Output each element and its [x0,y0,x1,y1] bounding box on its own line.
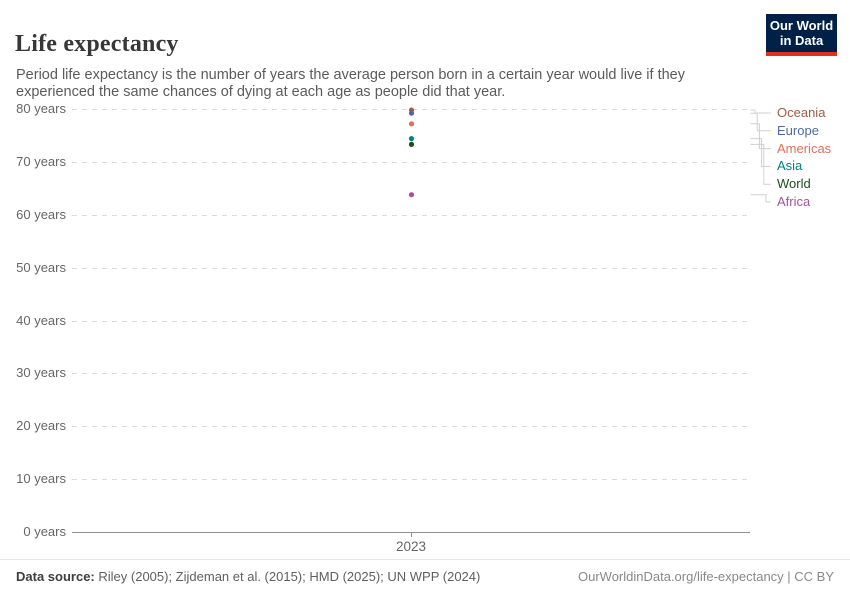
legend-item-world[interactable]: World [777,176,811,192]
legend-item-asia[interactable]: Asia [777,158,803,174]
owid-logo-line1: Our World [769,18,834,33]
data-point-africa[interactable] [408,192,415,198]
legend-connector-line [750,109,771,114]
data-source-label: Data source: [16,569,95,584]
y-tick-label: 40 years [16,312,66,328]
legend-item-europe[interactable]: Europe [777,122,819,138]
legend-connector-line [750,138,771,167]
gridline [72,267,750,269]
gridline [72,320,750,322]
chart-subtitle: Period life expectancy is the number of … [16,66,685,101]
y-tick-label: 0 years [23,524,66,539]
gridline [72,479,750,481]
legend-connector-line [750,112,771,132]
y-tick-label: 20 years [16,418,66,434]
y-tick-label: 80 years [16,101,66,116]
footer-divider [0,559,850,560]
legend-item-oceania[interactable]: Oceania [777,105,826,120]
gridline [72,161,750,163]
credit-link[interactable]: OurWorldinData.org/life-expectancy | CC … [577,569,834,584]
gridline [72,214,750,216]
data-point-asia[interactable] [408,136,415,142]
y-tick-label: 50 years [16,259,66,275]
data-source-note: Data source: Riley (2005); Zijdeman et a… [16,569,480,584]
legend-connector-line [750,123,771,150]
page-title: Life expectancy [15,31,179,58]
x-axis-label: 2023 [395,539,427,554]
y-tick-label: 60 years [16,206,66,222]
data-point-americas[interactable] [408,121,415,127]
owid-logo-line2: in Data [779,33,824,48]
gridline [72,373,750,375]
data-source-text: Riley (2005); Zijdeman et al. (2015); HM… [98,569,481,584]
legend-item-americas[interactable]: Americas [777,140,832,156]
data-point-world[interactable] [408,141,415,147]
owid-logo[interactable]: Our World in Data [766,14,837,56]
legend-connector-line [750,194,771,203]
legend-item-africa[interactable]: Africa [777,194,811,209]
y-tick-label: 30 years [16,365,66,381]
y-tick-label: 70 years [16,153,66,169]
legend-connector-line [750,143,771,185]
data-point-europe[interactable] [408,110,415,116]
y-tick-label: 10 years [16,471,66,487]
gridline [72,426,750,428]
x-axis-tick [411,532,412,537]
